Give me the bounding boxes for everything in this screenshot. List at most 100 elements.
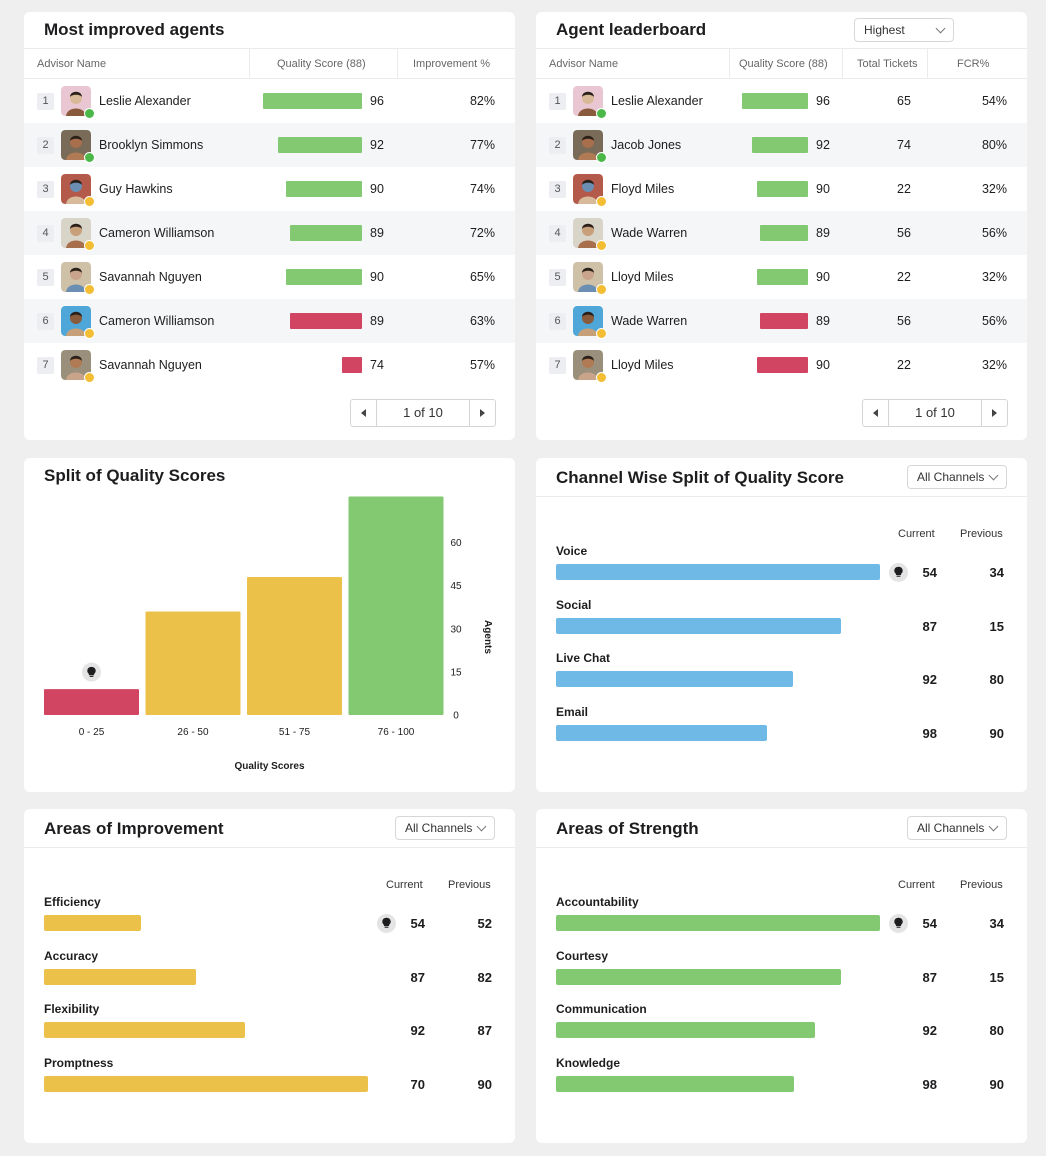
status-dot [596, 152, 607, 163]
agent-name[interactable]: Wade Warren [611, 314, 688, 328]
col-current: Current [386, 879, 423, 891]
prev-page-button[interactable] [351, 400, 376, 426]
score-value: 90 [816, 182, 830, 196]
status-dot [596, 108, 607, 119]
agent-name[interactable]: Floyd Miles [611, 182, 675, 196]
table-row[interactable]: 7 Savannah Nguyen 74 57% [24, 343, 515, 387]
avatar [573, 306, 607, 339]
agent-name[interactable]: Leslie Alexander [611, 94, 703, 108]
table-row[interactable]: 1 Leslie Alexander 96 65 54% [536, 79, 1027, 123]
rank-badge: 1 [549, 93, 566, 110]
bar-1[interactable] [145, 611, 241, 716]
channel-dropdown[interactable]: All Channels [907, 465, 1007, 489]
previous-value: 34 [989, 565, 1004, 580]
table-row[interactable]: 5 Savannah Nguyen 90 65% [24, 255, 515, 299]
agent-name[interactable]: Cameron Williamson [99, 226, 215, 240]
fcr-value: 32% [981, 270, 1007, 284]
table-row[interactable]: 6 Cameron Williamson 89 63% [24, 299, 515, 343]
channel-dropdown-value: All Channels [917, 470, 985, 484]
score-bar [286, 269, 362, 285]
score-bar [757, 181, 808, 197]
table-row[interactable]: 1 Leslie Alexander 96 82% [24, 79, 515, 123]
col-fcr[interactable]: FCR% [957, 58, 990, 70]
bar-2[interactable] [247, 577, 342, 715]
col-current: Current [898, 879, 935, 891]
current-value: 54 [410, 916, 425, 931]
col-quality-score[interactable]: Quality Score (88) [277, 58, 366, 70]
next-page-button[interactable] [982, 400, 1007, 426]
metric-bar [556, 617, 841, 634]
col-advisor-name[interactable]: Advisor Name [549, 58, 619, 70]
score-value: 89 [816, 226, 830, 240]
bar-3[interactable] [348, 496, 444, 716]
rank-badge: 5 [37, 269, 54, 286]
table-row[interactable]: 5 Lloyd Miles 90 22 32% [536, 255, 1027, 299]
agent-name[interactable]: Cameron Williamson [99, 314, 215, 328]
tickets-value: 22 [897, 270, 911, 284]
table-row[interactable]: 2 Jacob Jones 92 74 80% [536, 123, 1027, 167]
col-current: Current [898, 528, 935, 540]
rank-badge: 2 [549, 137, 566, 154]
rank-badge: 7 [549, 357, 566, 374]
channel-dropdown[interactable]: All Channels [907, 816, 1007, 840]
status-dot [596, 196, 607, 207]
y-tick-label: 30 [450, 624, 462, 635]
rank-badge: 3 [37, 181, 54, 198]
table-row[interactable]: 4 Cameron Williamson 89 72% [24, 211, 515, 255]
score-value: 96 [370, 94, 384, 108]
next-page-button[interactable] [470, 400, 495, 426]
quality-split-chart: 0 - 25 26 - 50 51 - 75 76 - 100 0 15 30 45 60 Age… [44, 496, 493, 772]
channel-dropdown[interactable]: All Channels [395, 816, 495, 840]
agent-name[interactable]: Lloyd Miles [611, 358, 674, 372]
fcr-value: 56% [981, 314, 1007, 328]
current-value: 92 [922, 672, 937, 688]
col-improvement[interactable]: Improvement % [413, 58, 491, 70]
card-title: Areas of Strength [556, 819, 699, 838]
lightbulb-icon[interactable] [82, 662, 101, 682]
page-indicator: 1 of 10 [888, 400, 982, 426]
metric-label: Knowledge [556, 1056, 621, 1071]
col-quality-score[interactable]: Quality Score (88) [739, 58, 828, 70]
improvement-value: 63% [469, 314, 495, 328]
rank-badge: 6 [37, 313, 54, 330]
col-total-tickets[interactable]: Total Tickets [857, 58, 918, 70]
bar-0[interactable] [44, 689, 139, 715]
table-row[interactable]: 4 Wade Warren 89 56 56% [536, 211, 1027, 255]
table-row[interactable]: 7 Lloyd Miles 90 22 32% [536, 343, 1027, 387]
score-bar [752, 137, 808, 153]
agent-name[interactable]: Savannah Nguyen [99, 358, 202, 372]
sort-dropdown[interactable]: Highest [854, 18, 954, 42]
fcr-value: 32% [981, 358, 1007, 372]
table-row[interactable]: 3 Floyd Miles 90 22 32% [536, 167, 1027, 211]
agent-name[interactable]: Wade Warren [611, 226, 688, 240]
agent-name[interactable]: Savannah Nguyen [99, 270, 202, 284]
agent-name[interactable]: Brooklyn Simmons [99, 138, 204, 152]
col-advisor-name[interactable]: Advisor Name [37, 58, 107, 70]
lightbulb-icon[interactable] [889, 562, 908, 582]
current-value: 87 [922, 618, 937, 634]
current-value: 98 [922, 726, 937, 742]
x-axis-label: Quality Scores [234, 761, 304, 772]
leaderboard-card: Agent leaderboard Highest Advisor Name Q… [536, 12, 1027, 440]
fcr-value: 80% [981, 138, 1007, 152]
table-row[interactable]: 3 Guy Hawkins 90 74% [24, 167, 515, 211]
chart-title: Split of Quality Scores [44, 466, 226, 485]
avatar [573, 86, 607, 119]
rank-badge: 2 [37, 137, 54, 154]
status-dot [84, 240, 95, 251]
lightbulb-icon[interactable] [377, 913, 396, 933]
tickets-value: 65 [897, 94, 911, 108]
agent-name[interactable]: Jacob Jones [611, 138, 682, 152]
metric-bar [556, 1076, 794, 1093]
rank-badge: 1 [37, 93, 54, 110]
table-row[interactable]: 2 Brooklyn Simmons 92 77% [24, 123, 515, 167]
status-dot [84, 328, 95, 339]
metric-bar [44, 915, 141, 931]
agent-name[interactable]: Leslie Alexander [99, 94, 191, 108]
agent-name[interactable]: Lloyd Miles [611, 270, 674, 284]
lightbulb-icon[interactable] [889, 913, 908, 933]
prev-page-button[interactable] [863, 400, 888, 426]
table-row[interactable]: 6 Wade Warren 89 56 56% [536, 299, 1027, 343]
x-tick-label: 26 - 50 [177, 727, 209, 738]
agent-name[interactable]: Guy Hawkins [99, 182, 173, 196]
